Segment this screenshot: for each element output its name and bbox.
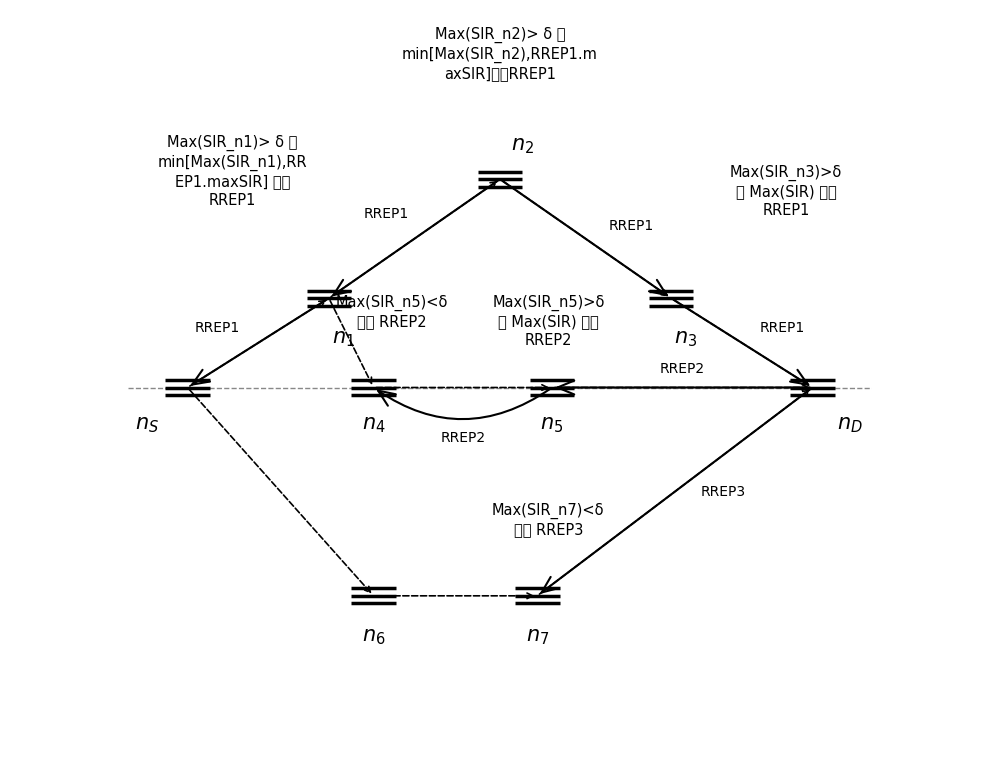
Text: RREP1: RREP1 — [363, 207, 408, 221]
Text: Max(SIR_n1)> δ 将
min[Max(SIR_n1),RR
EP1.maxSIR] 插入
RREP1: Max(SIR_n1)> δ 将 min[Max(SIR_n1),RR EP1.… — [158, 135, 307, 208]
FancyArrowPatch shape — [542, 389, 810, 593]
Text: Max(SIR_n7)<δ
放弃 RREP3: Max(SIR_n7)<δ 放弃 RREP3 — [492, 503, 605, 538]
Text: $n_6$: $n_6$ — [362, 627, 385, 647]
FancyArrowPatch shape — [558, 381, 810, 394]
Text: RREP2: RREP2 — [660, 362, 705, 376]
Text: $n_2$: $n_2$ — [511, 136, 534, 156]
FancyArrowPatch shape — [502, 181, 667, 295]
Text: Max(SIR_n3)>δ
将 Max(SIR) 插入
RREP1: Max(SIR_n3)>δ 将 Max(SIR) 插入 RREP1 — [730, 164, 842, 218]
Text: Max(SIR_n5)<δ
放弃 RREP2: Max(SIR_n5)<δ 放弃 RREP2 — [336, 294, 448, 329]
FancyArrowPatch shape — [333, 181, 498, 295]
Text: RREP2: RREP2 — [440, 431, 485, 445]
Text: Max(SIR_n2)> δ 将
min[Max(SIR_n2),RREP1.m
axSIR]插入RREP1: Max(SIR_n2)> δ 将 min[Max(SIR_n2),RREP1.m… — [402, 26, 598, 81]
Text: $n_1$: $n_1$ — [332, 329, 355, 350]
Text: $n_S$: $n_S$ — [135, 415, 159, 435]
Text: $n_7$: $n_7$ — [526, 627, 549, 647]
FancyArrowPatch shape — [673, 300, 808, 384]
FancyArrowPatch shape — [192, 300, 327, 384]
Text: RREP3: RREP3 — [701, 484, 746, 498]
Text: RREP1: RREP1 — [195, 321, 240, 335]
Text: Max(SIR_n5)>δ
将 Max(SIR) 插入
RREP2: Max(SIR_n5)>δ 将 Max(SIR) 插入 RREP2 — [492, 294, 605, 348]
Text: RREP1: RREP1 — [609, 219, 654, 233]
Text: $n_5$: $n_5$ — [540, 415, 564, 435]
FancyArrowPatch shape — [378, 389, 550, 419]
Text: $n_4$: $n_4$ — [362, 415, 385, 435]
Text: RREP1: RREP1 — [760, 321, 805, 335]
Text: $n_3$: $n_3$ — [674, 329, 698, 350]
Text: $n_D$: $n_D$ — [837, 415, 863, 435]
